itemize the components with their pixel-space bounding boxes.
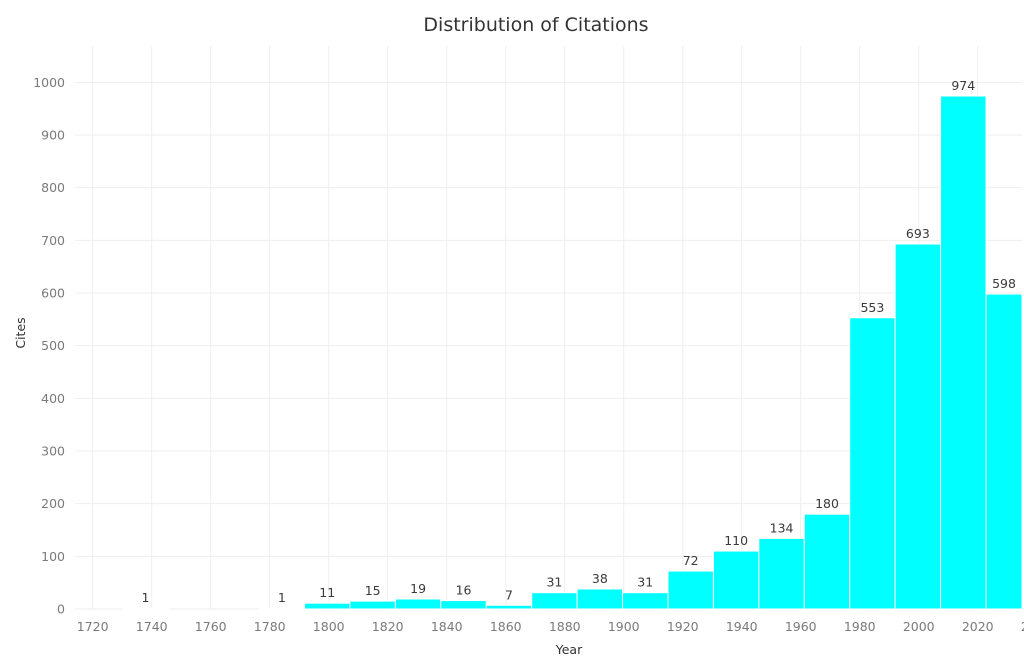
x-tick-label: 2020 bbox=[962, 619, 994, 634]
y-tick-label: 700 bbox=[41, 233, 65, 248]
histogram-bar bbox=[849, 317, 896, 610]
x-tick-label: 2000 bbox=[903, 619, 935, 634]
y-axis-label: Cites bbox=[13, 317, 28, 348]
y-tick-label: 500 bbox=[41, 338, 65, 353]
x-axis-ticks: 1720 1740 1760 1780 1800 1820 1840 1860 1880 1900… bbox=[77, 619, 1024, 634]
x-tick-label: 1880 bbox=[549, 619, 581, 634]
histogram-bar bbox=[894, 243, 942, 610]
histogram-bar bbox=[485, 604, 533, 610]
histogram-bar bbox=[803, 513, 851, 610]
histogram-bar bbox=[531, 592, 578, 610]
x-tick-label: 1920 bbox=[667, 619, 699, 634]
y-tick-label: 400 bbox=[41, 391, 65, 406]
histogram-bar bbox=[985, 293, 1023, 610]
x-axis-label: Year bbox=[555, 642, 583, 657]
x-tick-label: 1980 bbox=[844, 619, 876, 634]
x-tick-label: 1840 bbox=[431, 619, 463, 634]
histogram-bar bbox=[940, 95, 987, 610]
x-tick-label: 1800 bbox=[313, 619, 345, 634]
bar-value-label: 16 bbox=[456, 583, 472, 598]
histogram-bar bbox=[622, 592, 669, 610]
bar-value-label: 7 bbox=[505, 587, 513, 602]
y-tick-label: 100 bbox=[41, 549, 65, 564]
y-tick-label: 600 bbox=[41, 286, 65, 301]
x-tick-label: 1940 bbox=[726, 619, 758, 634]
histogram-bar bbox=[712, 550, 760, 610]
bar-value-label: 38 bbox=[592, 571, 608, 586]
y-tick-label: 1000 bbox=[33, 75, 65, 90]
bar-value-label: 693 bbox=[906, 226, 930, 241]
bar-value-label: 110 bbox=[724, 533, 748, 548]
x-tick-label: 1740 bbox=[136, 619, 168, 634]
y-tick-label: 0 bbox=[57, 602, 65, 617]
histogram-bar bbox=[394, 598, 442, 610]
x-tick-label: 2040 bbox=[1021, 619, 1024, 634]
x-tick-label: 1760 bbox=[195, 619, 227, 634]
bar-value-label: 1 bbox=[142, 590, 150, 605]
bar-value-label: 72 bbox=[683, 553, 699, 568]
bar-value-label: 180 bbox=[815, 496, 839, 511]
x-tick-label: 1860 bbox=[490, 619, 522, 634]
histogram-bar bbox=[667, 570, 714, 610]
histogram-bar bbox=[122, 607, 169, 610]
y-tick-label: 900 bbox=[41, 128, 65, 143]
y-tick-label: 800 bbox=[41, 180, 65, 195]
bar-value-label: 31 bbox=[546, 575, 562, 590]
y-axis-ticks: 0 100 200 300 400 500 600 700 800 900 1000 bbox=[33, 75, 65, 617]
y-tick-label: 200 bbox=[41, 496, 65, 511]
bar-value-label: 598 bbox=[992, 276, 1016, 291]
chart-title: Distribution of Citations bbox=[423, 14, 648, 36]
bar-value-label: 134 bbox=[770, 520, 794, 535]
bar-value-label: 1 bbox=[278, 590, 286, 605]
x-tick-label: 1960 bbox=[785, 619, 817, 634]
histogram-bar bbox=[440, 600, 487, 610]
bar-layer bbox=[122, 95, 1023, 610]
bar-value-label: 19 bbox=[410, 581, 426, 596]
bar-value-label: 11 bbox=[319, 585, 335, 600]
x-tick-label: 1900 bbox=[608, 619, 640, 634]
histogram-bar bbox=[758, 537, 805, 610]
x-tick-label: 1820 bbox=[372, 619, 404, 634]
bar-value-label: 553 bbox=[860, 300, 884, 315]
bar-value-label: 31 bbox=[637, 575, 653, 590]
x-tick-label: 1780 bbox=[254, 619, 286, 634]
x-tick-label: 1720 bbox=[77, 619, 109, 634]
histogram-bar bbox=[349, 600, 396, 610]
bar-value-label: 974 bbox=[951, 78, 975, 93]
histogram-bar bbox=[576, 588, 624, 610]
histogram-bar bbox=[258, 607, 306, 610]
y-tick-label: 300 bbox=[41, 444, 65, 459]
bar-value-label: 15 bbox=[365, 583, 381, 598]
histogram-bar bbox=[304, 602, 351, 610]
